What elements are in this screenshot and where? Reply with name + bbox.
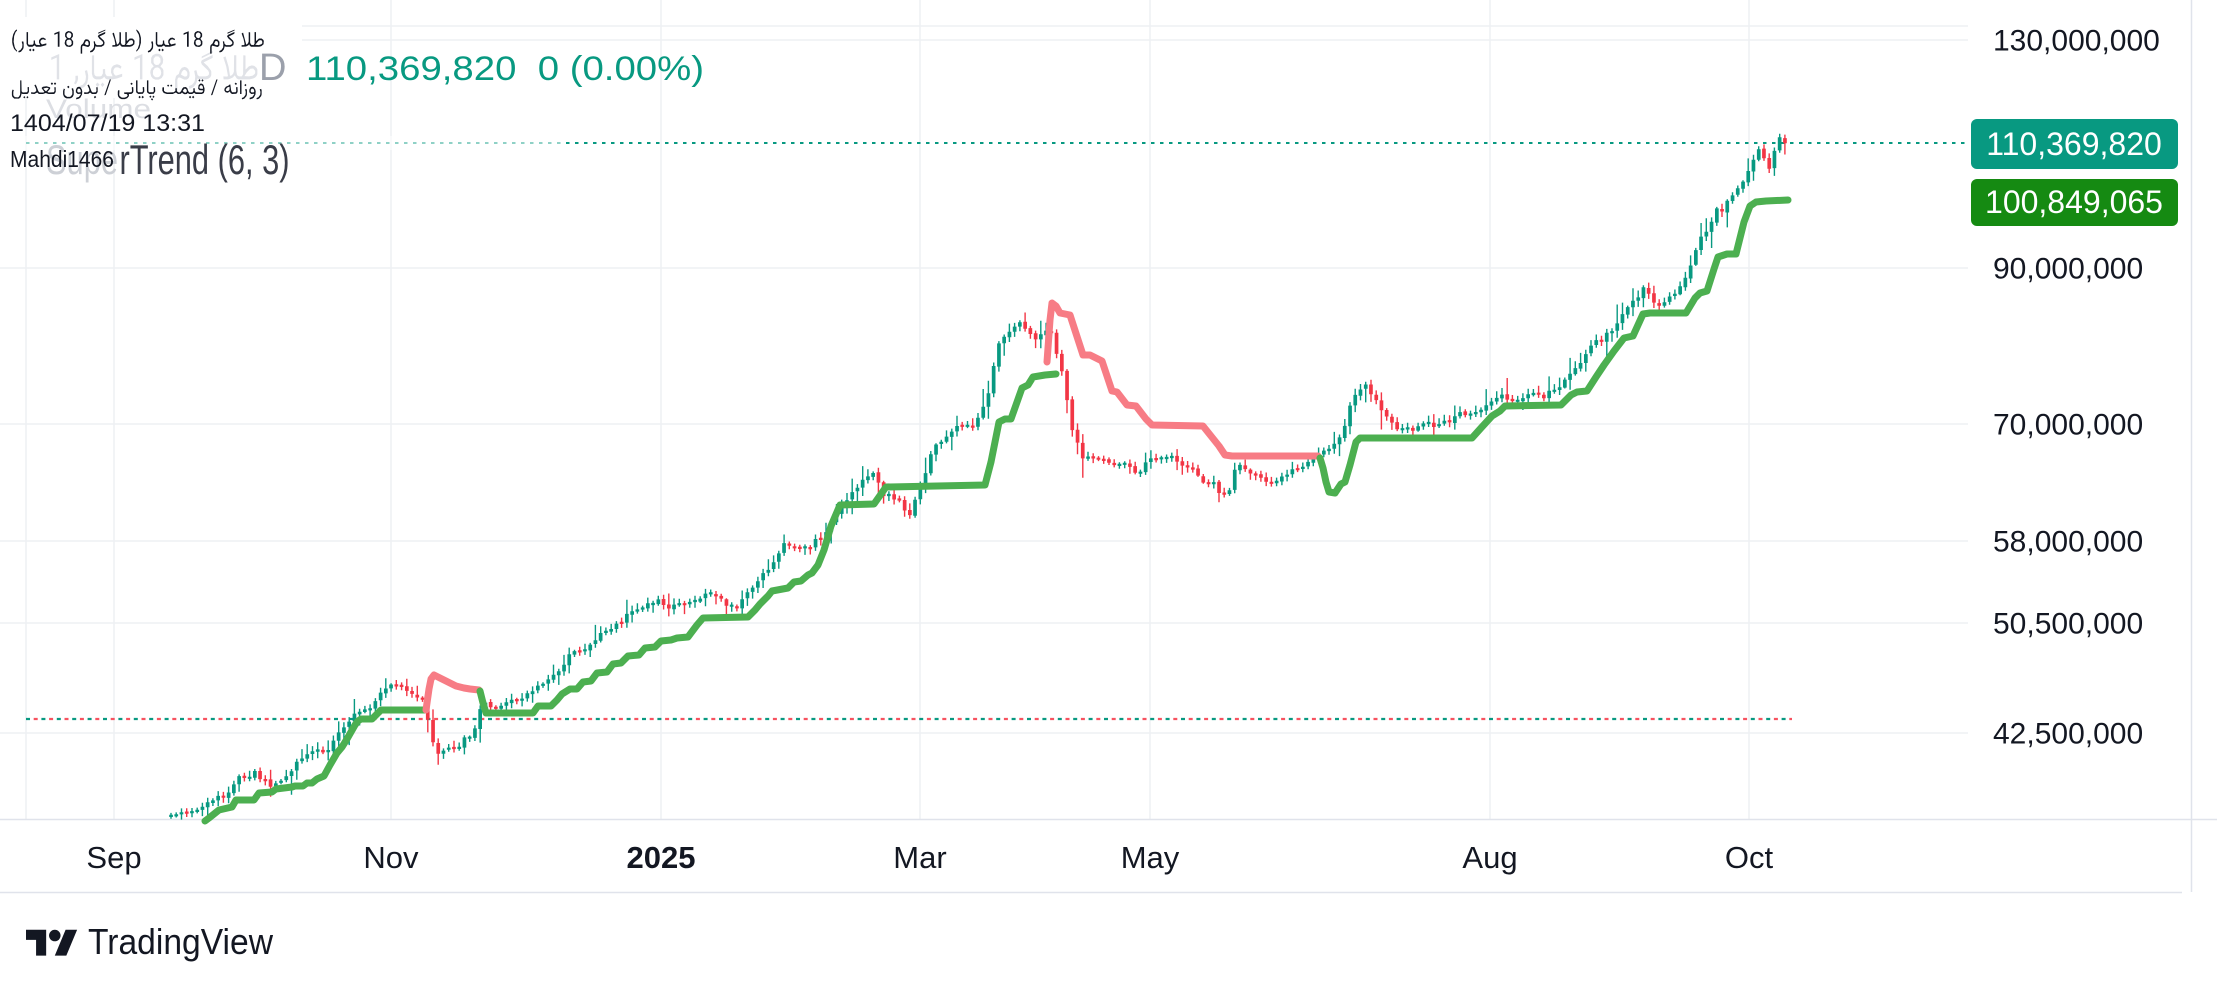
svg-text:May: May <box>1121 840 1180 875</box>
svg-text:1404/07/19 13:31: 1404/07/19 13:31 <box>10 110 205 137</box>
svg-text:Oct: Oct <box>1725 840 1774 875</box>
svg-text:90,000,000: 90,000,000 <box>1993 253 2143 286</box>
svg-text:Volume: Volume <box>46 94 151 124</box>
svg-text:50,500,000: 50,500,000 <box>1993 608 2143 641</box>
svg-text:110,369,820 0 (0.00%): 110,369,820 0 (0.00%) <box>306 50 704 88</box>
svg-text:110,369,820: 110,369,820 <box>1986 126 2162 162</box>
svg-text:42,500,000: 42,500,000 <box>1993 718 2143 751</box>
svg-text:Mar: Mar <box>893 840 946 875</box>
svg-text:Mahdi1466: Mahdi1466 <box>10 146 114 172</box>
svg-text:D: D <box>259 47 286 89</box>
svg-text:130,000,000: 130,000,000 <box>1993 25 2160 58</box>
svg-text:70,000,000: 70,000,000 <box>1993 409 2143 442</box>
svg-text:Aug: Aug <box>1462 840 1517 875</box>
svg-text:Supe: Supe <box>46 136 118 183</box>
svg-text:100,849,065: 100,849,065 <box>1985 184 2163 220</box>
svg-text:TradingView: TradingView <box>88 921 274 962</box>
svg-text:Sep: Sep <box>86 840 141 875</box>
svg-text:2025: 2025 <box>627 840 696 875</box>
svg-text:rTrend (6, 3): rTrend (6, 3) <box>120 136 290 183</box>
svg-text:58,000,000: 58,000,000 <box>1993 526 2143 559</box>
svg-text:Nov: Nov <box>363 840 419 875</box>
